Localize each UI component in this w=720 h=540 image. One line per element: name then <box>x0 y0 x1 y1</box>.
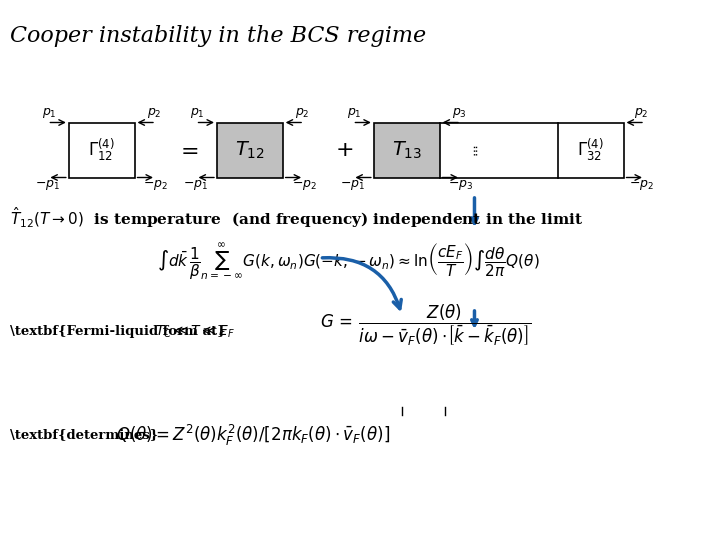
FancyArrowPatch shape <box>323 258 401 309</box>
Text: Cooper instability in the BCS regime: Cooper instability in the BCS regime <box>9 25 426 47</box>
Text: \textbf{determines}: \textbf{determines} <box>9 429 158 442</box>
Text: $\int d\bar{k}\,\dfrac{1}{\beta}\sum_{n=-\infty}^{\infty}G(k,\omega_n)G(-k,-\ome: $\int d\bar{k}\,\dfrac{1}{\beta}\sum_{n=… <box>157 241 540 283</box>
Text: $G\,=\,\dfrac{Z(\theta)}{i\omega - \bar{v}_F(\theta)\cdot\!\left[\bar{k}-\bar{k}: $G\,=\,\dfrac{Z(\theta)}{i\omega - \bar{… <box>320 302 531 348</box>
Text: $\hat{T}_{12}(T\rightarrow 0)$  is temperature  (and frequency) independent in t: $\hat{T}_{12}(T\rightarrow 0)$ is temper… <box>9 205 582 230</box>
Text: $-p_1$: $-p_1$ <box>35 179 60 192</box>
Text: $p_1$: $p_1$ <box>347 105 361 119</box>
Text: $-p_1$: $-p_1$ <box>340 179 365 192</box>
FancyBboxPatch shape <box>374 123 440 178</box>
Text: $p_2$: $p_2$ <box>147 105 161 119</box>
Text: $p_1$: $p_1$ <box>190 105 205 119</box>
Text: \textbf{Fermi-liquid form at}: \textbf{Fermi-liquid form at} <box>9 326 230 339</box>
Text: $Q(\theta) = Z^2(\theta)k_F^2(\theta)/[2\pi k_F(\theta)\cdot \bar{v}_F(\theta)]$: $Q(\theta) = Z^2(\theta)k_F^2(\theta)/[2… <box>116 422 390 448</box>
Text: $-p_1$: $-p_1$ <box>183 179 208 192</box>
Text: $\Gamma^{(4)}_{32}$: $\Gamma^{(4)}_{32}$ <box>577 137 604 164</box>
Text: $p_3$: $p_3$ <box>451 105 467 119</box>
Text: $-p_2$: $-p_2$ <box>143 179 168 192</box>
Text: $T_{13}$: $T_{13}$ <box>392 139 422 160</box>
Text: $-p_2$: $-p_2$ <box>629 179 654 192</box>
Text: $p_2$: $p_2$ <box>634 105 648 119</box>
FancyBboxPatch shape <box>68 123 135 178</box>
FancyBboxPatch shape <box>217 123 283 178</box>
Text: $+$: $+$ <box>335 139 353 161</box>
Text: $p_1$: $p_1$ <box>42 105 57 119</box>
Text: $-p_3$: $-p_3$ <box>449 179 474 192</box>
Text: $\Gamma^{(4)}_{12}$: $\Gamma^{(4)}_{12}$ <box>89 137 115 164</box>
Text: $=$: $=$ <box>176 139 198 161</box>
FancyBboxPatch shape <box>558 123 624 178</box>
Text: $p_2$: $p_2$ <box>294 105 310 119</box>
Text: $T_{12}$: $T_{12}$ <box>235 139 265 160</box>
Text: $-p_2$: $-p_2$ <box>292 179 317 192</box>
Text: $T_C \ll T \ll E_F$: $T_C \ll T \ll E_F$ <box>155 324 235 340</box>
